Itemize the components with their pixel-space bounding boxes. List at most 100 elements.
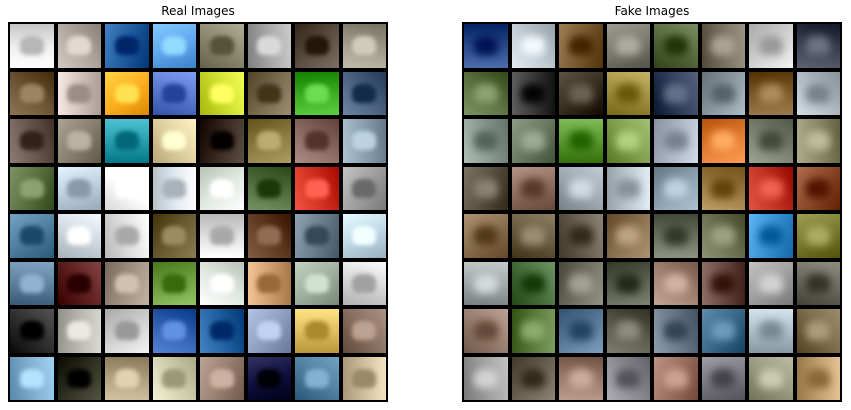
fake-image-tile [606,24,650,68]
real-image-tile [105,166,149,210]
fake-image-tile [701,309,745,353]
fake-image-tile [511,356,555,400]
fake-image-tile [701,119,745,163]
real-image-tile [200,119,244,163]
real-image-tile [10,214,54,258]
fake-image-tile [796,261,840,305]
fake-image-tile [796,356,840,400]
real-image-tile [247,24,291,68]
real-image-tile [342,261,386,305]
fake-image-tile [559,356,603,400]
fake-image-tile [559,166,603,210]
fake-image-tile [464,214,508,258]
fake-image-tile [749,24,793,68]
real-images-panel: Real Images [8,0,388,410]
real-image-tile [200,24,244,68]
real-image-tile [247,356,291,400]
fake-image-tile [701,24,745,68]
fake-image-tile [511,119,555,163]
fake-image-tile [654,24,698,68]
fake-image-tile [796,166,840,210]
fake-image-tile [654,166,698,210]
real-image-tile [105,309,149,353]
fake-images-panel: Fake Images [462,0,842,410]
real-image-tile [342,166,386,210]
fake-image-tile [796,309,840,353]
real-image-tile [247,71,291,115]
fake-image-tile [464,261,508,305]
fake-image-tile [654,261,698,305]
real-image-tile [295,71,339,115]
real-image-tile [57,214,101,258]
fake-image-tile [511,71,555,115]
real-image-tile [57,24,101,68]
fake-image-tile [464,309,508,353]
fake-image-tile [749,309,793,353]
real-image-tile [10,261,54,305]
real-image-tile [10,356,54,400]
fake-image-tile [654,214,698,258]
fake-image-tile [606,166,650,210]
fake-image-tile [464,24,508,68]
real-image-tile [105,261,149,305]
real-image-tile [152,214,196,258]
real-image-tile [105,24,149,68]
real-image-tile [10,71,54,115]
real-image-tile [10,119,54,163]
fake-image-tile [701,356,745,400]
real-image-tile [342,356,386,400]
fake-image-tile [701,166,745,210]
real-image-tile [10,24,54,68]
fake-image-tile [749,166,793,210]
real-image-tile [295,214,339,258]
real-image-tile [10,166,54,210]
real-image-tile [152,166,196,210]
real-images-grid [8,22,388,402]
real-image-tile [200,166,244,210]
fake-images-title: Fake Images [614,4,690,18]
fake-image-tile [511,166,555,210]
fake-image-tile [796,214,840,258]
real-image-tile [152,261,196,305]
real-image-tile [10,309,54,353]
fake-image-tile [606,214,650,258]
real-image-tile [200,71,244,115]
fake-image-tile [606,119,650,163]
fake-image-tile [701,71,745,115]
real-image-tile [247,166,291,210]
fake-image-tile [654,71,698,115]
real-image-tile [342,71,386,115]
real-image-tile [152,71,196,115]
real-image-tile [105,71,149,115]
real-image-tile [152,24,196,68]
real-images-title: Real Images [161,4,235,18]
fake-image-tile [559,24,603,68]
real-image-tile [57,166,101,210]
fake-image-tile [749,261,793,305]
fake-image-tile [796,119,840,163]
fake-image-tile [654,119,698,163]
real-image-tile [342,119,386,163]
fake-image-tile [511,214,555,258]
real-image-tile [295,261,339,305]
fake-image-tile [796,71,840,115]
real-image-tile [342,214,386,258]
real-image-tile [57,309,101,353]
fake-image-tile [654,356,698,400]
real-image-tile [57,71,101,115]
fake-image-tile [464,119,508,163]
real-image-tile [105,119,149,163]
fake-image-tile [559,309,603,353]
fake-image-tile [464,356,508,400]
fake-image-tile [749,356,793,400]
fake-image-tile [464,166,508,210]
real-image-tile [295,309,339,353]
fake-image-tile [606,261,650,305]
fake-image-tile [511,309,555,353]
real-image-tile [295,119,339,163]
real-image-tile [342,24,386,68]
real-image-tile [247,214,291,258]
real-image-tile [200,356,244,400]
real-image-tile [247,309,291,353]
real-image-tile [105,214,149,258]
